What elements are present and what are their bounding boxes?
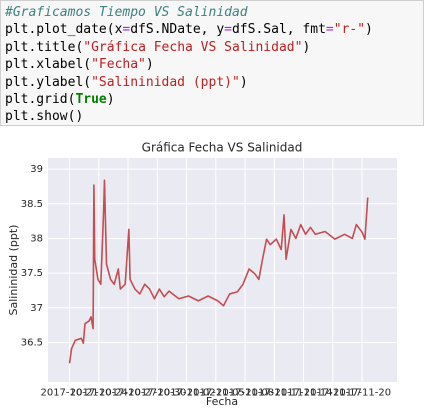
string: "Fecha" (91, 57, 146, 73)
x-tick-label: 2017-11-11 (245, 387, 303, 398)
x-tick-label: 2017-10-21 (40, 387, 98, 398)
y-tick-label: 36.5 (21, 337, 43, 348)
code: ) (302, 39, 311, 55)
x-tick-label: 2017-11-20 (333, 387, 391, 398)
x-tick-label: 2017-11-14 (274, 387, 332, 398)
x-tick-label: 2017-11-02 (157, 387, 215, 398)
y-tick-label: 39 (30, 164, 43, 175)
code-line: plt.grid(True) (5, 91, 419, 108)
code: ) (365, 22, 373, 38)
x-tick-label: 2017-11-17 (304, 387, 362, 398)
y-tick-label: 38.5 (21, 199, 43, 210)
x-axis-label: Fecha (206, 395, 238, 408)
chart: Gráfica Fecha VS Salinidad Fecha Salinin… (7, 141, 397, 408)
code: plt.show() (5, 109, 84, 125)
string: "r-" (333, 22, 366, 38)
code: plt.ylabel( (5, 74, 92, 90)
string: "Salininidad (ppt)" (91, 74, 240, 90)
code: ) (145, 57, 154, 73)
code: ) (106, 92, 115, 108)
code: dfS.Sal, fmt (231, 22, 326, 38)
y-tick-label: 38 (30, 233, 43, 244)
x-tick-label: 2017-11-08 (216, 387, 274, 398)
x-tick-label: 2017-11-05 (187, 387, 245, 398)
string: "Gráfica Fecha VS Salinidad" (83, 39, 303, 55)
code-line: plt.title("Gráfica Fecha VS Salinidad") (5, 39, 419, 56)
chart-title: Gráfica Fecha VS Salinidad (142, 141, 303, 155)
operator: = (224, 22, 232, 38)
keyword: True (75, 92, 107, 108)
code-cell: #Graficamos Tiempo VS Salinidad plt.plot… (0, 0, 424, 126)
operator: = (122, 22, 131, 38)
code-line: plt.plot_date(x=dfS.NDate, y=dfS.Sal, fm… (5, 21, 419, 38)
comment: #Graficamos Tiempo VS Salinidad (5, 5, 248, 20)
x-tick-label: 2017-10-24 (70, 387, 128, 398)
y-tick-label: 37.5 (21, 268, 43, 279)
code-line: plt.xlabel("Fecha") (5, 56, 419, 73)
code: plt.title( (5, 39, 84, 55)
code-line: #Graficamos Tiempo VS Salinidad (5, 4, 419, 21)
plot-area (48, 158, 397, 382)
code-line: plt.show() (5, 108, 419, 125)
code: plt.plot_date(x (5, 22, 123, 38)
y-axis-label: Salininidad (ppt) (7, 225, 20, 316)
code-line: plt.ylabel("Salininidad (ppt)") (5, 74, 419, 91)
x-tick-label: 2017-10-30 (128, 387, 186, 398)
y-tick-label: 37 (30, 303, 43, 314)
code: dfS.NDate, y (130, 22, 225, 38)
code: plt.xlabel( (5, 57, 92, 73)
code: ) (239, 74, 248, 90)
data-line (68, 179, 369, 364)
code: plt.grid( (5, 92, 76, 108)
operator: = (325, 22, 334, 38)
x-tick-label: 2017-10-27 (99, 387, 157, 398)
